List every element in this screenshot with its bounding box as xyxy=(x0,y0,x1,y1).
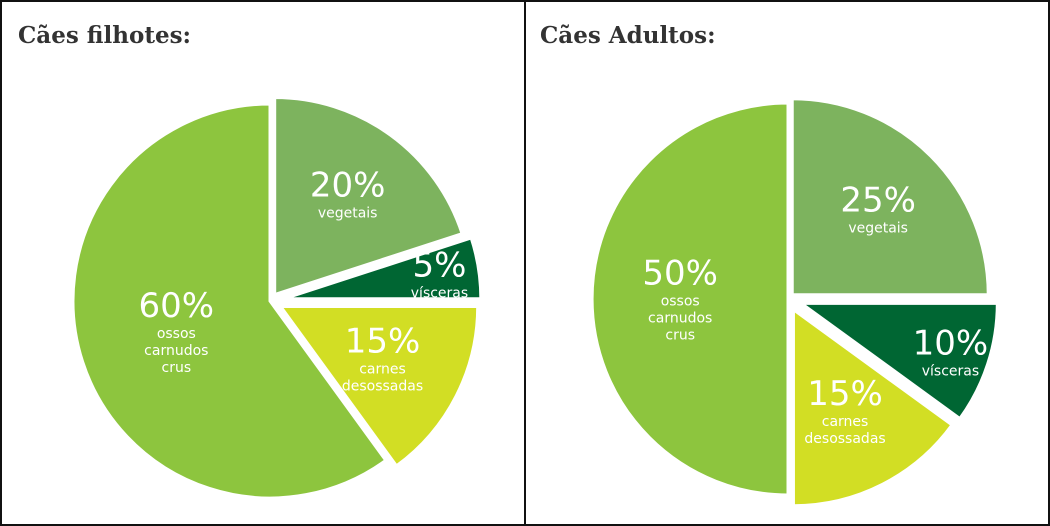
adults-label-organs-line-1: vísceras xyxy=(922,363,979,379)
adults-label-organs-percent: 10% xyxy=(913,323,989,363)
puppies-label-raw-meaty-bones-line-3: crus xyxy=(162,360,192,376)
adults-chart-title: Cães Adultos: xyxy=(540,22,716,49)
puppies-label-vegetables-percent: 20% xyxy=(310,166,386,206)
puppies-label-raw-meaty-bones-percent: 60% xyxy=(139,286,215,326)
adults-slice-raw-meaty-bones xyxy=(590,101,790,497)
adults-slice-boneless-meat xyxy=(791,306,955,508)
panel-divider xyxy=(524,2,526,524)
puppies-label-raw-meaty-bones-line-2: carnudos xyxy=(144,343,208,359)
adults-label-boneless-meat-percent: 15% xyxy=(807,374,883,414)
adults-label-boneless-meat-line-1: carnes xyxy=(822,414,869,430)
puppies-label-organs-line-1: vísceras xyxy=(411,286,468,302)
puppies-slice-organs xyxy=(283,236,483,301)
adults-label-vegetables-percent: 25% xyxy=(840,180,916,220)
adults-label-vegetables-line-1: vegetais xyxy=(848,220,908,236)
puppies-pie-chart: 20%vegetais 5%vísceras 15%carnesdesossadas… xyxy=(71,96,483,500)
adults-slice-vegetables xyxy=(790,97,990,297)
puppies-label-vegetables-line-1: vegetais xyxy=(318,206,378,222)
adults-slice-organs xyxy=(796,301,999,421)
puppies-slice-vegetables xyxy=(273,96,464,297)
puppies-slice-raw-meaty-bones xyxy=(71,102,388,500)
adults-label-raw-meaty-bones-line-1: ossos xyxy=(661,294,700,310)
puppies-slice-boneless-meat xyxy=(277,304,480,468)
adults-label-raw-meaty-bones-line-2: carnudos xyxy=(648,311,712,327)
adults-label-raw-meaty-bones-percent: 50% xyxy=(642,254,718,294)
puppies-chart-title: Cães filhotes: xyxy=(18,22,192,49)
adults-label-raw-meaty-bones-line-3: crus xyxy=(665,328,695,344)
puppies-label-organs-percent: 5% xyxy=(413,246,467,286)
puppies-label-raw-meaty-bones-line-1: ossos xyxy=(157,326,196,342)
puppies-label-boneless-meat-percent: 15% xyxy=(345,321,421,361)
adults-label-boneless-meat-line-2: desossadas xyxy=(804,431,885,447)
puppies-label-boneless-meat-line-1: carnes xyxy=(359,361,406,377)
puppies-label-boneless-meat-line-2: desossadas xyxy=(342,378,423,394)
